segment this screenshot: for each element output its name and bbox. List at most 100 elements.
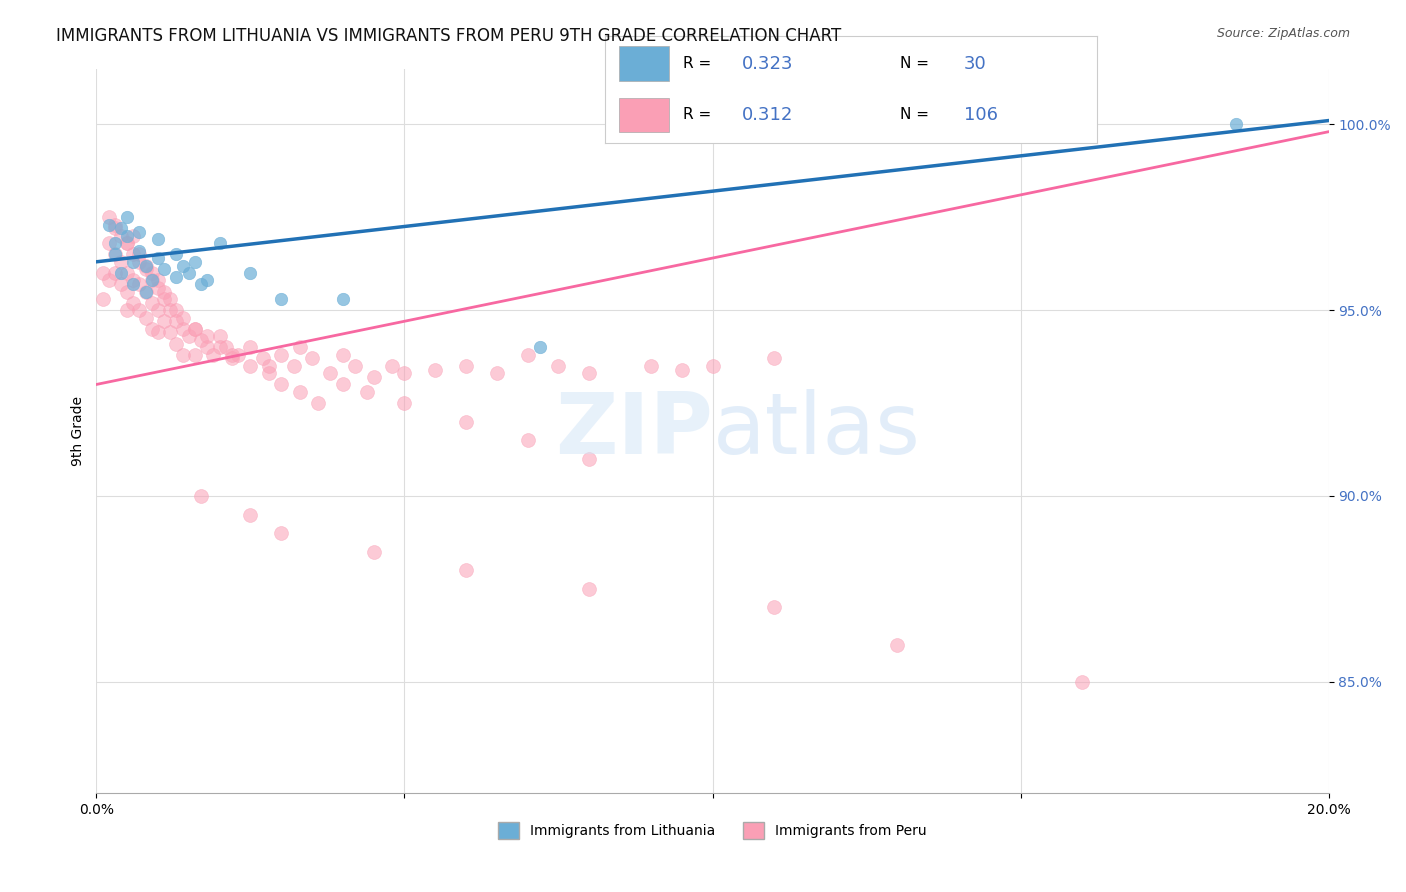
Point	[184, 322, 207, 336]
Point	[288, 384, 311, 399]
Point	[97, 236, 120, 251]
Point	[332, 377, 354, 392]
Point	[159, 292, 181, 306]
Point	[190, 277, 212, 291]
Point	[702, 359, 724, 373]
Point	[172, 348, 194, 362]
Point	[184, 348, 207, 362]
Point	[165, 336, 187, 351]
Point	[153, 314, 176, 328]
Point	[97, 210, 120, 224]
Point	[172, 310, 194, 325]
Point	[128, 277, 150, 291]
Point	[332, 292, 354, 306]
Point	[425, 362, 447, 376]
Point	[104, 247, 127, 261]
Point	[1225, 117, 1247, 131]
Point	[122, 247, 145, 261]
Point	[257, 359, 280, 373]
Point	[115, 285, 138, 299]
Point	[104, 247, 127, 261]
Point	[159, 326, 181, 340]
Point	[485, 367, 508, 381]
Point	[165, 269, 187, 284]
Text: 30: 30	[965, 54, 987, 72]
Point	[208, 236, 231, 251]
Point	[91, 266, 114, 280]
Point	[319, 367, 342, 381]
Point	[363, 370, 385, 384]
Point	[128, 254, 150, 268]
Point	[202, 348, 225, 362]
Point	[578, 451, 600, 466]
Point	[110, 277, 132, 291]
Point	[146, 251, 169, 265]
Point	[153, 262, 176, 277]
Point	[394, 396, 416, 410]
Text: R =: R =	[683, 56, 711, 71]
Point	[153, 285, 176, 299]
Text: ZIP: ZIP	[555, 390, 713, 473]
Point	[141, 322, 163, 336]
Text: atlas: atlas	[713, 390, 921, 473]
Point	[104, 266, 127, 280]
Point	[195, 273, 218, 287]
Point	[177, 266, 200, 280]
Point	[288, 340, 311, 354]
Point	[344, 359, 367, 373]
Point	[153, 292, 176, 306]
Point	[208, 329, 231, 343]
Point	[332, 348, 354, 362]
Point	[172, 322, 194, 336]
Text: Source: ZipAtlas.com: Source: ZipAtlas.com	[1216, 27, 1350, 40]
Point	[454, 563, 477, 577]
Point	[195, 329, 218, 343]
Point	[128, 303, 150, 318]
Text: 0.312: 0.312	[742, 106, 794, 124]
Point	[547, 359, 569, 373]
Point	[363, 545, 385, 559]
Point	[104, 236, 127, 251]
Point	[283, 359, 305, 373]
Point	[239, 340, 262, 354]
Point	[270, 377, 292, 392]
Point	[215, 340, 238, 354]
Point	[221, 348, 243, 362]
Point	[110, 254, 132, 268]
Point	[578, 367, 600, 381]
Point	[128, 247, 150, 261]
Point	[516, 434, 538, 448]
Point	[141, 266, 163, 280]
Point	[146, 303, 169, 318]
Point	[195, 340, 218, 354]
Point	[165, 303, 187, 318]
Y-axis label: 9th Grade: 9th Grade	[72, 396, 86, 466]
Point	[454, 415, 477, 429]
Point	[135, 310, 157, 325]
Point	[307, 396, 329, 410]
Point	[270, 292, 292, 306]
Point	[97, 218, 120, 232]
Point	[184, 254, 207, 268]
Point	[252, 351, 274, 366]
Point	[128, 225, 150, 239]
Point	[381, 359, 404, 373]
Point	[159, 303, 181, 318]
Point	[135, 285, 157, 299]
Point	[239, 266, 262, 280]
Point	[221, 351, 243, 366]
Point	[172, 259, 194, 273]
Point	[454, 359, 477, 373]
Point	[177, 329, 200, 343]
Point	[394, 367, 416, 381]
Point	[146, 232, 169, 246]
Point	[122, 273, 145, 287]
FancyBboxPatch shape	[620, 98, 669, 132]
Point	[1071, 674, 1094, 689]
Point	[763, 600, 786, 615]
Text: R =: R =	[683, 107, 711, 122]
Legend: Immigrants from Lithuania, Immigrants from Peru: Immigrants from Lithuania, Immigrants fr…	[492, 816, 932, 845]
Point	[104, 221, 127, 235]
Point	[146, 281, 169, 295]
Point	[671, 362, 693, 376]
